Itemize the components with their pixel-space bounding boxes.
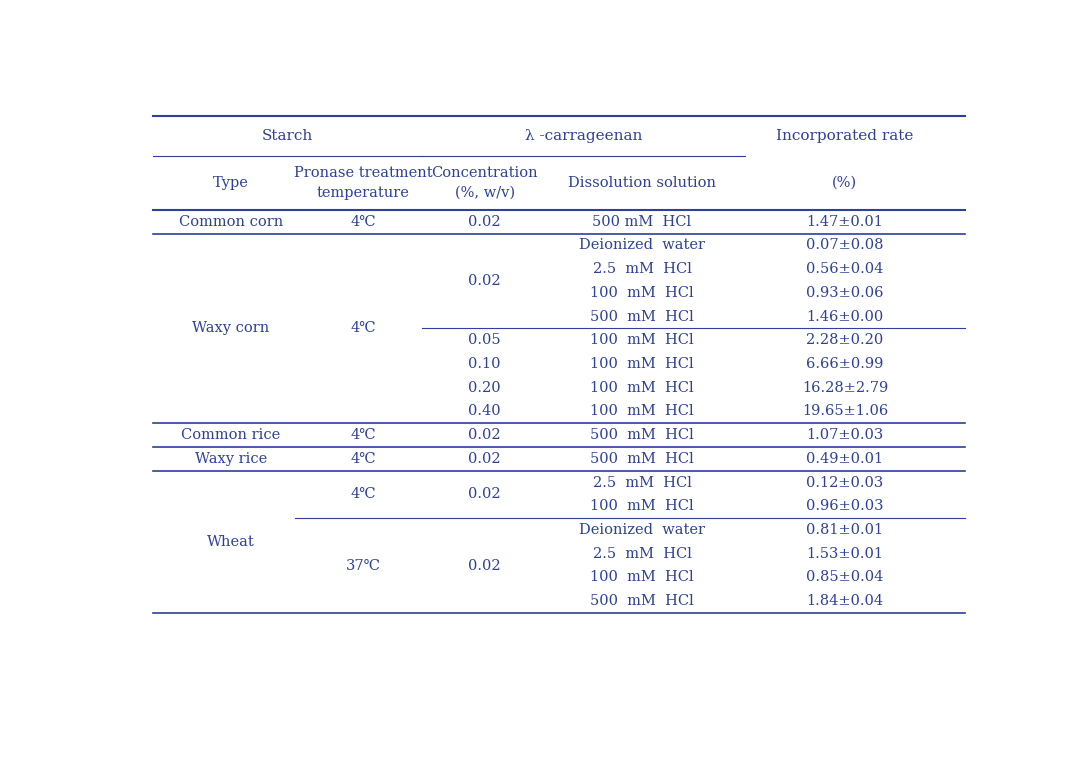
- Text: 0.10: 0.10: [468, 357, 501, 371]
- Text: 16.28±2.79: 16.28±2.79: [802, 380, 888, 395]
- Text: 0.96±0.03: 0.96±0.03: [806, 499, 884, 514]
- Text: 2.28±0.20: 2.28±0.20: [806, 333, 884, 347]
- Text: 1.47±0.01: 1.47±0.01: [806, 215, 884, 229]
- Text: 100  mM  HCl: 100 mM HCl: [590, 357, 694, 371]
- Text: 4℃: 4℃: [350, 452, 375, 466]
- Text: 100  mM  HCl: 100 mM HCl: [590, 380, 694, 395]
- Text: 4℃: 4℃: [350, 487, 375, 501]
- Text: 0.85±0.04: 0.85±0.04: [806, 571, 884, 584]
- Text: Deionized  water: Deionized water: [579, 523, 705, 537]
- Text: 4℃: 4℃: [350, 428, 375, 442]
- Text: 4℃: 4℃: [350, 215, 375, 229]
- Text: 0.56±0.04: 0.56±0.04: [806, 262, 884, 276]
- Text: Deionized  water: Deionized water: [579, 239, 705, 253]
- Text: 37℃: 37℃: [346, 558, 381, 573]
- Text: 0.02: 0.02: [468, 558, 501, 573]
- Text: Common rice: Common rice: [181, 428, 280, 442]
- Text: (%): (%): [832, 176, 858, 190]
- Text: 100  mM  HCl: 100 mM HCl: [590, 333, 694, 347]
- Text: 0.40: 0.40: [468, 404, 501, 418]
- Text: 100  mM  HCl: 100 mM HCl: [590, 499, 694, 514]
- Text: 19.65±1.06: 19.65±1.06: [802, 404, 888, 418]
- Text: Wheat: Wheat: [207, 535, 255, 549]
- Text: Waxy corn: Waxy corn: [192, 321, 269, 336]
- Text: λ -carrageenan: λ -carrageenan: [525, 129, 643, 143]
- Text: 100  mM  HCl: 100 mM HCl: [590, 404, 694, 418]
- Text: 100  mM  HCl: 100 mM HCl: [590, 286, 694, 300]
- Text: 6.66±0.99: 6.66±0.99: [806, 357, 884, 371]
- Text: 2.5  mM  HCl: 2.5 mM HCl: [592, 547, 692, 561]
- Text: 1.46±0.00: 1.46±0.00: [806, 310, 884, 323]
- Text: 0.81±0.01: 0.81±0.01: [806, 523, 884, 537]
- Text: 0.02: 0.02: [468, 215, 501, 229]
- Text: Waxy rice: Waxy rice: [195, 452, 267, 466]
- Text: 500  mM  HCl: 500 mM HCl: [590, 452, 694, 466]
- Text: 0.02: 0.02: [468, 428, 501, 442]
- Text: 4℃: 4℃: [350, 321, 375, 336]
- Text: 0.07±0.08: 0.07±0.08: [806, 239, 884, 253]
- Text: 2.5  mM  HCl: 2.5 mM HCl: [592, 262, 692, 276]
- Text: 1.53±0.01: 1.53±0.01: [806, 547, 884, 561]
- Text: 1.07±0.03: 1.07±0.03: [806, 428, 884, 442]
- Text: 0.12±0.03: 0.12±0.03: [806, 476, 884, 490]
- Text: 500  mM  HCl: 500 mM HCl: [590, 594, 694, 608]
- Text: Type: Type: [213, 176, 249, 190]
- Text: Pronase treatment
temperature: Pronase treatment temperature: [293, 166, 432, 200]
- Text: Concentration
(%, w/v): Concentration (%, w/v): [431, 166, 538, 200]
- Text: 0.20: 0.20: [468, 380, 501, 395]
- Text: 500 mM  HCl: 500 mM HCl: [592, 215, 692, 229]
- Text: 2.5  mM  HCl: 2.5 mM HCl: [592, 476, 692, 490]
- Text: 0.93±0.06: 0.93±0.06: [806, 286, 884, 300]
- Text: 500  mM  HCl: 500 mM HCl: [590, 310, 694, 323]
- Text: Common corn: Common corn: [179, 215, 284, 229]
- Text: 1.84±0.04: 1.84±0.04: [806, 594, 884, 608]
- Text: 0.05: 0.05: [468, 333, 501, 347]
- Text: 0.49±0.01: 0.49±0.01: [806, 452, 884, 466]
- Text: Dissolution solution: Dissolution solution: [568, 176, 716, 190]
- Text: 0.02: 0.02: [468, 487, 501, 501]
- Text: Incorporated rate: Incorporated rate: [776, 129, 913, 143]
- Text: 0.02: 0.02: [468, 274, 501, 288]
- Text: Starch: Starch: [262, 129, 313, 143]
- Text: 500  mM  HCl: 500 mM HCl: [590, 428, 694, 442]
- Text: 100  mM  HCl: 100 mM HCl: [590, 571, 694, 584]
- Text: 0.02: 0.02: [468, 452, 501, 466]
